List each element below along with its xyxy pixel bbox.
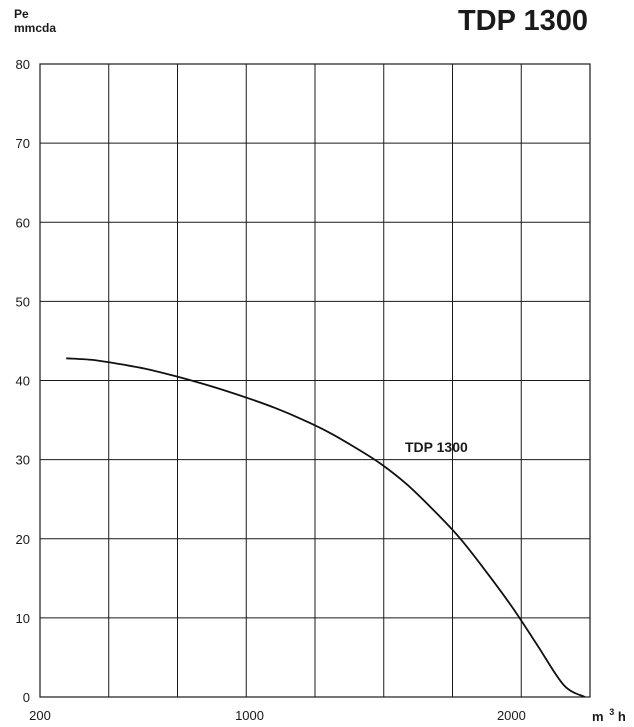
- y-tick-label: 70: [16, 136, 30, 151]
- y-tick-label: 40: [16, 374, 30, 389]
- x-tick-labels: 200 1000 2000: [29, 708, 526, 723]
- series-line-tdp-1300: [66, 357, 586, 698]
- y-tick-label: 50: [16, 294, 30, 309]
- y-axis-unit: mmcda: [14, 21, 56, 35]
- plot-area-border: [39, 63, 591, 698]
- y-axis-label: Pe: [14, 7, 29, 21]
- x-tick-label: 1000: [235, 708, 264, 723]
- x-tick-label: 2000: [497, 708, 526, 723]
- x-axis-unit-suffix: h: [618, 709, 626, 724]
- y-tick-label: 80: [16, 57, 30, 72]
- y-tick-label: 60: [16, 215, 30, 230]
- y-tick-labels: 0 10 20 30 40 50 60 70 80: [16, 57, 30, 705]
- x-axis-unit: m 3 h: [592, 703, 626, 724]
- series-label-tdp-1300: TDP 1300: [405, 439, 468, 455]
- y-tick-label: 20: [16, 532, 30, 547]
- y-tick-label: 10: [16, 611, 30, 626]
- y-tick-label: 30: [16, 453, 30, 468]
- x-axis-unit-superscript: 3: [609, 707, 614, 717]
- chart-title: TDP 1300: [458, 5, 588, 37]
- grid-lines: [40, 64, 590, 697]
- x-tick-label: 200: [29, 708, 51, 723]
- y-tick-label: 0: [23, 690, 30, 705]
- x-axis-unit-base: m: [592, 709, 604, 724]
